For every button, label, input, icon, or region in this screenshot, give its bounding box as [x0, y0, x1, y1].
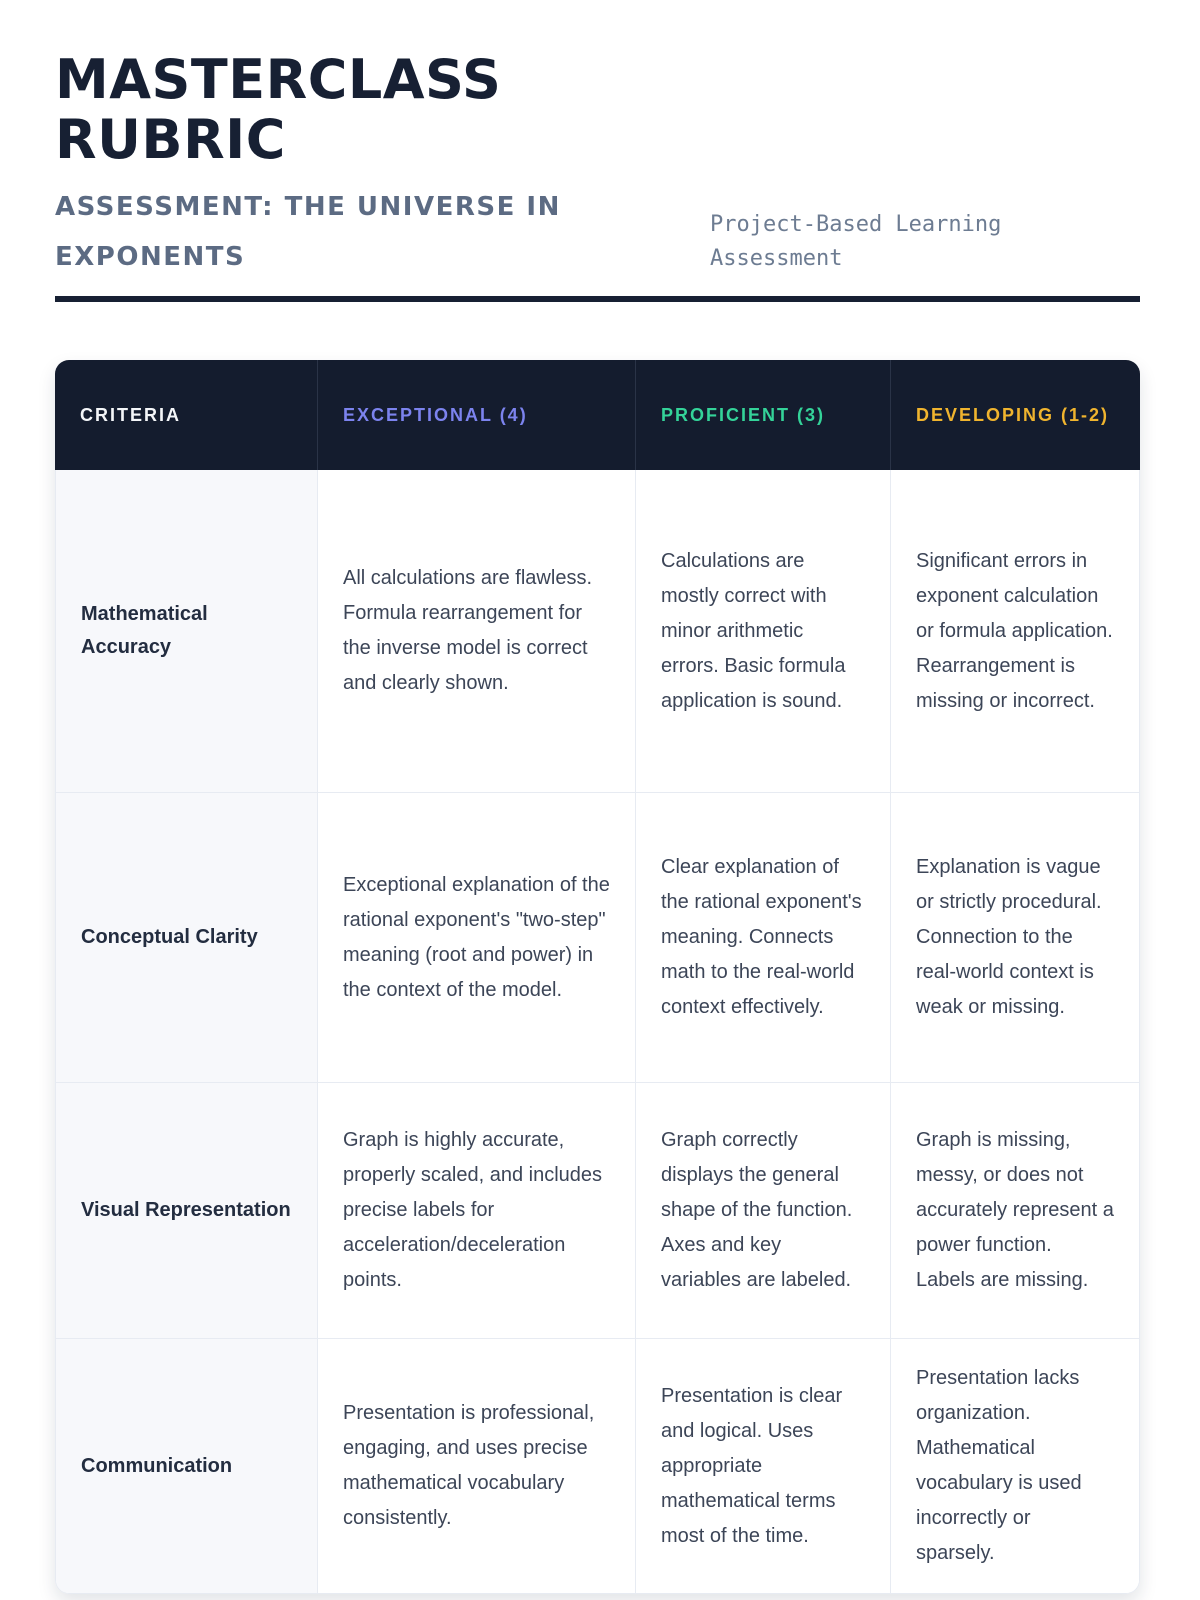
- cell-text: Exceptional explanation of the rational …: [343, 873, 610, 1001]
- criteria-cell: Conceptual Clarity: [56, 792, 317, 1082]
- proficient-cell: Graph correctly displays the general sha…: [635, 1082, 890, 1338]
- criteria-label: Mathematical Accuracy: [81, 603, 208, 658]
- cell-text: All calculations are flawless. Formula r…: [343, 567, 592, 694]
- rubric-table: CRITERIA EXCEPTIONAL (4) PROFICIENT (3) …: [55, 360, 1140, 1594]
- table-row: Conceptual Clarity Exceptional explanati…: [56, 792, 1139, 1082]
- cell-text: Graph is highly accurate, properly scale…: [343, 1129, 603, 1291]
- page-title: MASTERCLASS RUBRIC: [55, 48, 502, 171]
- developing-cell: Explanation is vague or strictly procedu…: [890, 792, 1139, 1082]
- cell-text: Presentation is clear and logical. Uses …: [661, 1384, 843, 1547]
- developing-cell: Graph is missing, messy, or does not acc…: [890, 1082, 1139, 1338]
- column-header-label: DEVELOPING (1-2): [916, 405, 1110, 425]
- cell-text: Presentation lacks organization. Mathema…: [916, 1367, 1082, 1564]
- cell-text: Presentation is professional, engaging, …: [343, 1402, 595, 1529]
- criteria-cell: Visual Representation: [56, 1082, 317, 1338]
- criteria-label: Visual Representation: [81, 1199, 291, 1221]
- table-body: Mathematical Accuracy All calculations a…: [55, 470, 1140, 1594]
- cell-text: Significant errors in exponent calculati…: [916, 549, 1113, 712]
- column-header-label: CRITERIA: [80, 405, 181, 425]
- criteria-label: Communication: [81, 1454, 233, 1477]
- table-row: Mathematical Accuracy All calculations a…: [56, 470, 1139, 792]
- exceptional-cell: Exceptional explanation of the rational …: [317, 792, 635, 1082]
- column-header-label: EXCEPTIONAL (4): [343, 405, 528, 425]
- developing-cell: Presentation lacks organization. Mathema…: [890, 1338, 1139, 1593]
- column-header-developing: DEVELOPING (1-2): [890, 360, 1140, 470]
- developing-cell: Significant errors in exponent calculati…: [890, 470, 1139, 792]
- exceptional-cell: All calculations are flawless. Formula r…: [317, 470, 635, 792]
- cell-text: Clear explanation of the rational expone…: [661, 856, 862, 1018]
- proficient-cell: Calculations are mostly correct with min…: [635, 470, 890, 792]
- proficient-cell: Presentation is clear and logical. Uses …: [635, 1338, 890, 1593]
- criteria-cell: Communication: [56, 1338, 317, 1593]
- column-header-exceptional: EXCEPTIONAL (4): [317, 360, 635, 470]
- header-divider: [55, 296, 1140, 302]
- exceptional-cell: Presentation is professional, engaging, …: [317, 1338, 635, 1593]
- exceptional-cell: Graph is highly accurate, properly scale…: [317, 1082, 635, 1338]
- cell-text: Calculations are mostly correct with min…: [661, 549, 846, 712]
- assessment-subtitle: ASSESSMENT: THE UNIVERSE IN EXPONENTS: [55, 192, 561, 272]
- cell-text: Graph correctly displays the general sha…: [661, 1129, 853, 1291]
- criteria-cell: Mathematical Accuracy: [56, 470, 317, 792]
- proficient-cell: Clear explanation of the rational expone…: [635, 792, 890, 1082]
- table-row: Communication Presentation is profession…: [56, 1338, 1139, 1593]
- column-header-criteria: CRITERIA: [55, 360, 317, 470]
- table-row: Visual Representation Graph is highly ac…: [56, 1082, 1139, 1338]
- table-header-row: CRITERIA EXCEPTIONAL (4) PROFICIENT (3) …: [55, 360, 1140, 470]
- assessment-type-label: Project-Based Learning Assessment: [710, 212, 1002, 271]
- cell-text: Graph is missing, messy, or does not acc…: [916, 1129, 1114, 1291]
- cell-text: Explanation is vague or strictly procedu…: [916, 856, 1102, 1018]
- column-header-proficient: PROFICIENT (3): [635, 360, 890, 470]
- criteria-label: Conceptual Clarity: [81, 926, 258, 948]
- column-header-label: PROFICIENT (3): [661, 405, 826, 425]
